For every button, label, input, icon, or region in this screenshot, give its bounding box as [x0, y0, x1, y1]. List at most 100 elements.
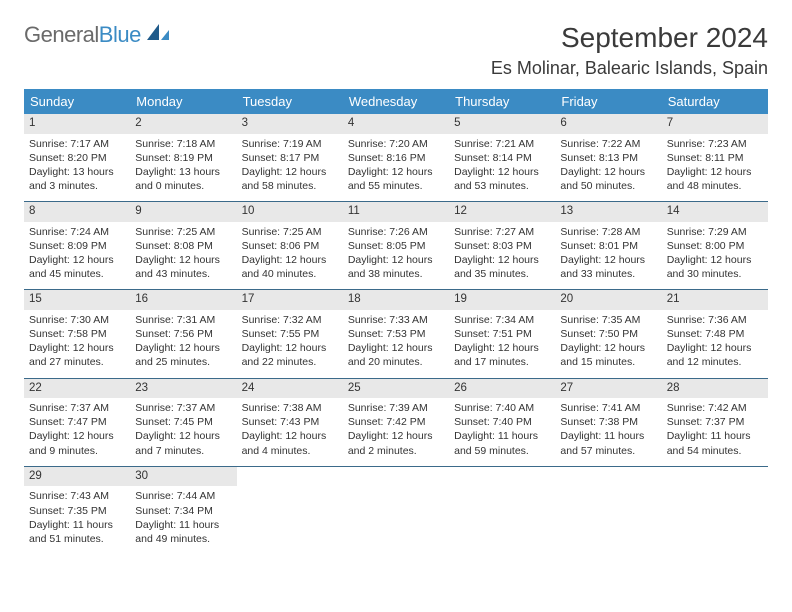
daylight-text: Daylight: 12 hours and 40 minutes. [242, 253, 338, 281]
sunset-text: Sunset: 7:37 PM [667, 415, 763, 429]
day-info: Sunrise: 7:17 AMSunset: 8:20 PMDaylight:… [29, 137, 125, 194]
day-cell: 21Sunrise: 7:36 AMSunset: 7:48 PMDayligh… [662, 290, 768, 377]
sunrise-text: Sunrise: 7:22 AM [560, 137, 656, 151]
weekday-header: Sunday [24, 89, 130, 114]
sunrise-text: Sunrise: 7:43 AM [29, 489, 125, 503]
day-info: Sunrise: 7:42 AMSunset: 7:37 PMDaylight:… [667, 401, 763, 458]
day-number-bar: 12 [449, 202, 555, 222]
day-info: Sunrise: 7:27 AMSunset: 8:03 PMDaylight:… [454, 225, 550, 282]
daylight-text: Daylight: 12 hours and 17 minutes. [454, 341, 550, 369]
daylight-text: Daylight: 12 hours and 55 minutes. [348, 165, 444, 193]
day-number: 19 [454, 293, 467, 305]
sunset-text: Sunset: 8:08 PM [135, 239, 231, 253]
day-cell: 10Sunrise: 7:25 AMSunset: 8:06 PMDayligh… [237, 202, 343, 289]
day-number: 22 [29, 382, 42, 394]
day-cell: 29Sunrise: 7:43 AMSunset: 7:35 PMDayligh… [24, 467, 130, 554]
day-number: 16 [135, 293, 148, 305]
weeks-container: 1 Sunrise: 7:17 AMSunset: 8:20 PMDaylight… [24, 114, 768, 554]
weekday-header: Monday [130, 89, 236, 114]
sunset-text: Sunset: 7:47 PM [29, 415, 125, 429]
sunrise-text: Sunrise: 7:35 AM [560, 313, 656, 327]
weekday-header: Tuesday [237, 89, 343, 114]
sunset-text: Sunset: 8:14 PM [454, 151, 550, 165]
month-title: September 2024 [491, 22, 768, 54]
day-cell [237, 467, 343, 554]
sunrise-text: Sunrise: 7:41 AM [560, 401, 656, 415]
sunrise-text: Sunrise: 7:30 AM [29, 313, 125, 327]
day-cell: 5 Sunrise: 7:21 AMSunset: 8:14 PMDaylight… [449, 114, 555, 201]
sunset-text: Sunset: 7:42 PM [348, 415, 444, 429]
day-cell: 24 Sunrise: 7:38 AMSunset: 7:43 PMDayligh… [237, 379, 343, 466]
day-number-bar: 22 [24, 379, 130, 399]
day-info: Sunrise: 7:23 AMSunset: 8:11 PMDaylight:… [667, 137, 763, 194]
day-number: 13 [560, 205, 573, 217]
week-row: 29Sunrise: 7:43 AMSunset: 7:35 PMDayligh… [24, 467, 768, 554]
day-number-bar: 24 [237, 379, 343, 399]
day-info: Sunrise: 7:39 AMSunset: 7:42 PMDaylight:… [348, 401, 444, 458]
day-cell: 19 Sunrise: 7:34 AMSunset: 7:51 PMDayligh… [449, 290, 555, 377]
day-number-bar: 2 [130, 114, 236, 134]
daylight-text: Daylight: 13 hours and 0 minutes. [135, 165, 231, 193]
sunrise-text: Sunrise: 7:25 AM [242, 225, 338, 239]
title-block: September 2024 Es Molinar, Balearic Isla… [491, 22, 768, 79]
day-info: Sunrise: 7:31 AMSunset: 7:56 PMDaylight:… [135, 313, 231, 370]
day-cell: 23Sunrise: 7:37 AMSunset: 7:45 PMDayligh… [130, 379, 236, 466]
day-number-bar: 3 [237, 114, 343, 134]
day-cell: 6Sunrise: 7:22 AMSunset: 8:13 PMDaylight… [555, 114, 661, 201]
day-info: Sunrise: 7:34 AMSunset: 7:51 PMDaylight:… [454, 313, 550, 370]
day-info: Sunrise: 7:38 AMSunset: 7:43 PMDaylight:… [242, 401, 338, 458]
weekday-header: Friday [555, 89, 661, 114]
day-cell: 13Sunrise: 7:28 AMSunset: 8:01 PMDayligh… [555, 202, 661, 289]
sunset-text: Sunset: 7:50 PM [560, 327, 656, 341]
day-info: Sunrise: 7:32 AMSunset: 7:55 PMDaylight:… [242, 313, 338, 370]
sunset-text: Sunset: 8:19 PM [135, 151, 231, 165]
day-number: 25 [348, 382, 361, 394]
daylight-text: Daylight: 12 hours and 27 minutes. [29, 341, 125, 369]
day-number-bar: 16 [130, 290, 236, 310]
day-number: 14 [667, 205, 680, 217]
daylight-text: Daylight: 12 hours and 50 minutes. [560, 165, 656, 193]
daylight-text: Daylight: 12 hours and 7 minutes. [135, 429, 231, 457]
daylight-text: Daylight: 11 hours and 51 minutes. [29, 518, 125, 546]
sunset-text: Sunset: 8:00 PM [667, 239, 763, 253]
day-number: 9 [135, 205, 141, 217]
day-number-bar: 5 [449, 114, 555, 134]
sunrise-text: Sunrise: 7:32 AM [242, 313, 338, 327]
daylight-text: Daylight: 11 hours and 57 minutes. [560, 429, 656, 457]
sunrise-text: Sunrise: 7:31 AM [135, 313, 231, 327]
day-number-bar: 21 [662, 290, 768, 310]
day-number: 7 [667, 117, 673, 129]
day-number: 30 [135, 470, 148, 482]
sunset-text: Sunset: 8:11 PM [667, 151, 763, 165]
day-info: Sunrise: 7:43 AMSunset: 7:35 PMDaylight:… [29, 489, 125, 546]
day-number-bar: 20 [555, 290, 661, 310]
sunrise-text: Sunrise: 7:25 AM [135, 225, 231, 239]
day-number: 24 [242, 382, 255, 394]
sunset-text: Sunset: 7:58 PM [29, 327, 125, 341]
sunrise-text: Sunrise: 7:40 AM [454, 401, 550, 415]
sunrise-text: Sunrise: 7:26 AM [348, 225, 444, 239]
day-cell [555, 467, 661, 554]
day-number: 5 [454, 117, 460, 129]
daylight-text: Daylight: 12 hours and 30 minutes. [667, 253, 763, 281]
day-info: Sunrise: 7:18 AMSunset: 8:19 PMDaylight:… [135, 137, 231, 194]
sunset-text: Sunset: 8:17 PM [242, 151, 338, 165]
daylight-text: Daylight: 11 hours and 49 minutes. [135, 518, 231, 546]
sunrise-text: Sunrise: 7:33 AM [348, 313, 444, 327]
sunrise-text: Sunrise: 7:29 AM [667, 225, 763, 239]
sunrise-text: Sunrise: 7:44 AM [135, 489, 231, 503]
day-number-bar: 30 [130, 467, 236, 487]
day-cell: 17Sunrise: 7:32 AMSunset: 7:55 PMDayligh… [237, 290, 343, 377]
weekday-header: Thursday [449, 89, 555, 114]
sunset-text: Sunset: 7:51 PM [454, 327, 550, 341]
day-info: Sunrise: 7:35 AMSunset: 7:50 PMDaylight:… [560, 313, 656, 370]
day-number-bar: 6 [555, 114, 661, 134]
day-number: 1 [29, 117, 35, 129]
day-info: Sunrise: 7:25 AMSunset: 8:08 PMDaylight:… [135, 225, 231, 282]
day-cell: 2 Sunrise: 7:18 AMSunset: 8:19 PMDaylight… [130, 114, 236, 201]
day-cell: 15Sunrise: 7:30 AMSunset: 7:58 PMDayligh… [24, 290, 130, 377]
sunset-text: Sunset: 8:03 PM [454, 239, 550, 253]
day-number: 6 [560, 117, 566, 129]
sunset-text: Sunset: 7:40 PM [454, 415, 550, 429]
day-info: Sunrise: 7:21 AMSunset: 8:14 PMDaylight:… [454, 137, 550, 194]
